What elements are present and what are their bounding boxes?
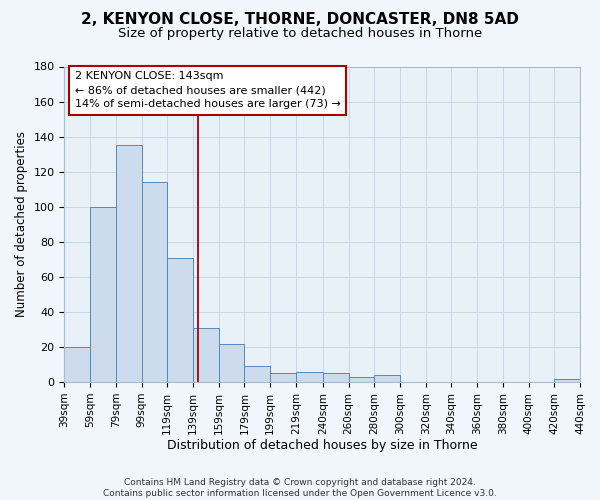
Bar <box>323 374 349 382</box>
Bar <box>270 374 296 382</box>
X-axis label: Distribution of detached houses by size in Thorne: Distribution of detached houses by size … <box>167 440 478 452</box>
Bar <box>374 375 400 382</box>
Bar <box>349 377 374 382</box>
Bar <box>296 372 323 382</box>
Bar <box>244 366 270 382</box>
Bar <box>90 207 116 382</box>
Bar <box>554 378 580 382</box>
Y-axis label: Number of detached properties: Number of detached properties <box>15 132 28 318</box>
Bar <box>64 347 90 382</box>
Bar <box>142 182 167 382</box>
Bar <box>218 344 244 382</box>
Text: 2 KENYON CLOSE: 143sqm
← 86% of detached houses are smaller (442)
14% of semi-de: 2 KENYON CLOSE: 143sqm ← 86% of detached… <box>75 71 341 109</box>
Bar <box>193 328 218 382</box>
Text: Contains HM Land Registry data © Crown copyright and database right 2024.
Contai: Contains HM Land Registry data © Crown c… <box>103 478 497 498</box>
Bar <box>167 258 193 382</box>
Text: Size of property relative to detached houses in Thorne: Size of property relative to detached ho… <box>118 28 482 40</box>
Bar <box>116 146 142 382</box>
Text: 2, KENYON CLOSE, THORNE, DONCASTER, DN8 5AD: 2, KENYON CLOSE, THORNE, DONCASTER, DN8 … <box>81 12 519 28</box>
